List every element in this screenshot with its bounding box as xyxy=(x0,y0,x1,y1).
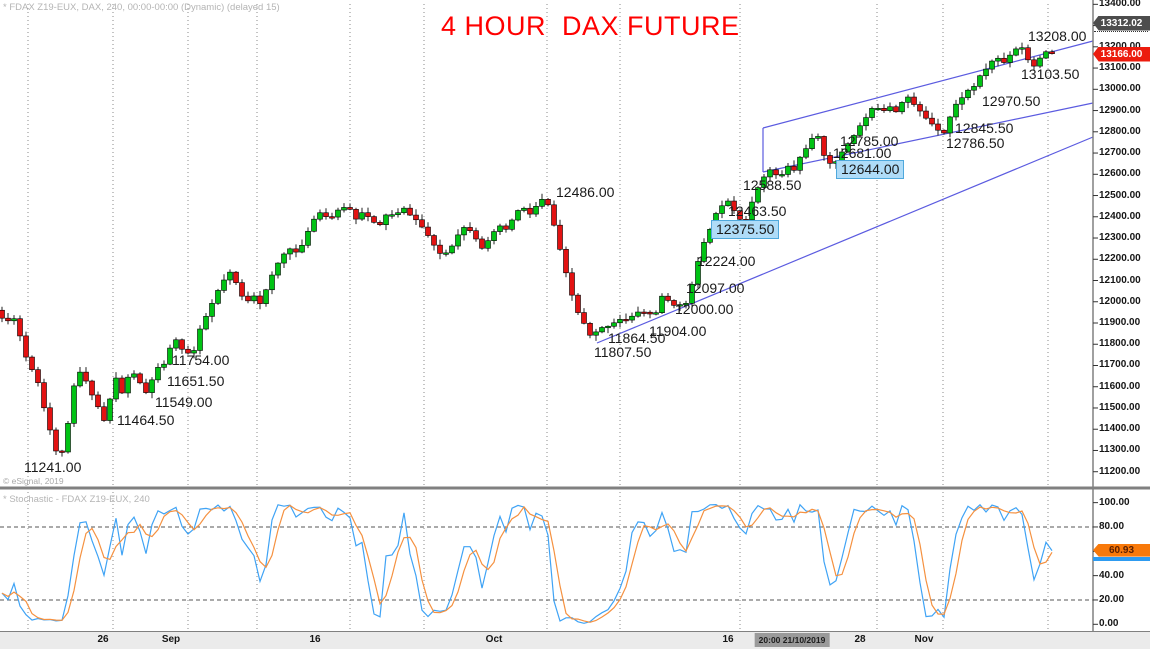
price-label: 12970.50 xyxy=(982,93,1041,109)
time-tick-label: Sep xyxy=(161,634,181,645)
price-label: 12463.50 xyxy=(728,203,787,219)
chart-title: 4 HOUR DAX FUTURE xyxy=(441,11,740,41)
price-label: 11241.00 xyxy=(24,459,82,475)
time-tick-label: 26 xyxy=(97,634,109,645)
price-tick-label: 11300.00 xyxy=(1099,444,1141,456)
stoch-tick-label: 80.00 xyxy=(1099,520,1125,532)
highlighted-price-label: 12644.00 xyxy=(836,160,905,179)
price-tick-label: 12600.00 xyxy=(1099,168,1141,180)
price-tick-label: 12200.00 xyxy=(1099,253,1141,265)
price-tick-label: 12700.00 xyxy=(1099,147,1141,159)
price-tick-label: 11500.00 xyxy=(1099,401,1141,413)
time-axis[interactable]: Dyn xyxy=(0,631,1150,649)
price-tick-label: 11200.00 xyxy=(1099,465,1141,477)
time-tick-label: 16 xyxy=(722,634,734,645)
price-tick-label: 12900.00 xyxy=(1099,104,1141,116)
price-label: 12786.50 xyxy=(946,135,1005,151)
price-tick-label: 13100.00 xyxy=(1099,62,1141,74)
price-tick-label: 12500.00 xyxy=(1099,189,1141,201)
symbol-info: * FDAX Z19-EUX, DAX, 240, 00:00-00:00 (D… xyxy=(3,2,280,13)
price-label: 11651.50 xyxy=(167,373,225,389)
session-high-dotted-line xyxy=(1094,31,1148,33)
stoch-value-badge: 60.93 xyxy=(1093,543,1150,557)
price-label: 12588.50 xyxy=(743,177,802,193)
candlesticks xyxy=(0,42,1055,457)
price-tick-label: 11700.00 xyxy=(1099,359,1141,371)
last-price-badge: 13166.00 xyxy=(1093,46,1150,62)
price-tick-label: 11400.00 xyxy=(1099,423,1141,435)
price-tick-label: 11900.00 xyxy=(1099,317,1141,328)
price-tick-label: 12400.00 xyxy=(1099,210,1141,222)
price-tick-label: 13400.00 xyxy=(1099,0,1141,10)
price-label: 12681.00 xyxy=(833,145,892,161)
price-tick-label: 12800.00 xyxy=(1099,125,1141,137)
stoch-tick-label: 20.00 xyxy=(1099,593,1125,605)
selected-time-badge: 20:00 21/10/2019 xyxy=(754,633,830,647)
highlighted-price-label: 12375.50 xyxy=(711,220,780,239)
stoch-tick-label: 0.00 xyxy=(1099,618,1119,630)
price-label: 12097.00 xyxy=(686,280,745,296)
price-label: 12486.00 xyxy=(556,184,615,200)
price-tick-label: 12300.00 xyxy=(1099,232,1141,244)
price-tick-label: 13000.00 xyxy=(1099,83,1141,95)
time-tick-label: 16 xyxy=(309,634,321,645)
price-label: 12224.00 xyxy=(697,253,756,269)
price-label: 12785.00 xyxy=(840,133,899,149)
price-tick-label: 12000.00 xyxy=(1099,295,1141,307)
trend-lines xyxy=(596,40,1094,344)
time-tick-label: Oct xyxy=(485,634,503,645)
price-label: 12000.00 xyxy=(675,301,734,317)
price-label: 11807.50 xyxy=(594,344,652,360)
price-label: 13103.50 xyxy=(1021,66,1080,82)
price-tick-label: 12100.00 xyxy=(1099,274,1141,286)
stochastic-info: * Stochastic - FDAX Z19-EUX, 240 xyxy=(3,494,150,505)
session-high-badge: 13312.02 xyxy=(1093,15,1150,31)
price-tick-label: 11800.00 xyxy=(1099,338,1141,350)
price-label: 11754.00 xyxy=(172,352,230,368)
gridlines xyxy=(0,4,1093,630)
stochastic-lines xyxy=(1,503,1053,624)
price-label: 13208.00 xyxy=(1028,28,1087,44)
price-label: 11864.50 xyxy=(608,330,666,346)
price-label: 11904.00 xyxy=(649,323,707,339)
esignal-watermark: © eSignal, 2019 xyxy=(3,476,64,486)
time-tick-label: Nov xyxy=(914,634,934,645)
time-tick-label: 28 xyxy=(854,634,866,645)
price-label: 11464.50 xyxy=(117,412,175,428)
price-tick-label: 11600.00 xyxy=(1099,380,1141,392)
stoch-tick-label: 100.00 xyxy=(1099,496,1130,508)
price-label: 12845.50 xyxy=(955,120,1014,136)
price-tick-label: 13200.00 xyxy=(1099,40,1141,52)
stoch-k-value-badge xyxy=(1093,557,1150,562)
price-label: 11549.00 xyxy=(155,394,213,410)
stoch-tick-label: 40.00 xyxy=(1099,569,1125,581)
